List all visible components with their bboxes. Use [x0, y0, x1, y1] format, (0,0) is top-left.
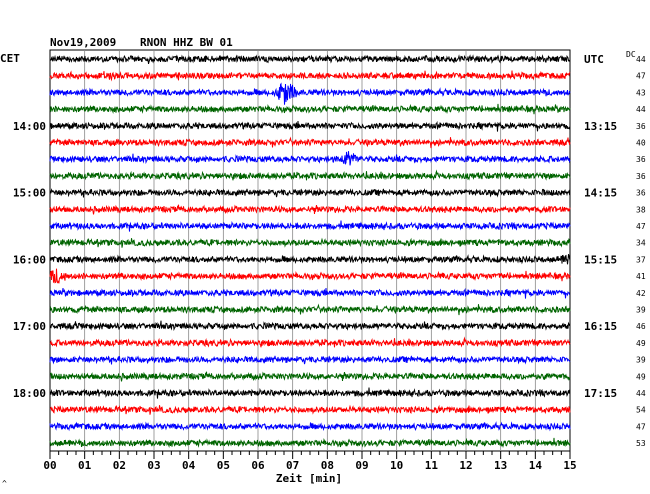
dc-value: 44: [636, 105, 646, 114]
x-tick-label: 10: [390, 459, 403, 472]
dc-value: 47: [636, 422, 646, 431]
dc-label: DC: [626, 50, 636, 59]
x-tick-label: 14: [529, 459, 543, 472]
seismic-trace: [49, 354, 571, 365]
seismic-trace: [49, 169, 571, 181]
seismic-trace: [49, 54, 571, 65]
seismic-trace: [49, 204, 571, 215]
seismic-trace: [49, 187, 571, 198]
dc-value: 40: [636, 139, 646, 148]
cet-label: CET: [0, 52, 20, 65]
station-title: RNON HHZ BW 01: [140, 36, 233, 49]
dc-value: 36: [636, 122, 646, 131]
x-tick-label: 01: [78, 459, 92, 472]
utc-hour-label: 15:15: [584, 253, 617, 266]
seismic-trace: [49, 103, 571, 115]
utc-hour-label: 14:15: [584, 187, 617, 200]
dc-value: 42: [636, 289, 646, 298]
x-axis: 00 01 02 03 04 05 06 07 08 09 10 11 12 13 14 15: [43, 451, 577, 472]
x-tick-label: 00: [43, 459, 56, 472]
seismic-trace: [49, 336, 571, 348]
dc-value: 34: [636, 239, 646, 248]
seismic-trace: [49, 120, 571, 132]
dc-value: 47: [636, 222, 646, 231]
cet-hour-label: 14:00: [13, 120, 46, 133]
dc-value: 53: [636, 439, 646, 448]
dc-value: 36: [636, 189, 646, 198]
traces: [49, 54, 571, 449]
left-hour-labels: 14:00 15:00 16:00 17:00 18:00: [13, 120, 46, 400]
dc-value: 54: [636, 406, 646, 415]
dc-value: 38: [636, 205, 646, 214]
seismic-trace: [49, 437, 571, 449]
utc-hour-label: 17:15: [584, 387, 617, 400]
x-tick-label: 04: [182, 459, 196, 472]
x-tick-label: 15: [563, 459, 576, 472]
x-tick-label: 02: [113, 459, 126, 472]
x-tick-label: 06: [251, 459, 265, 472]
seismic-trace: [49, 404, 571, 415]
cet-hour-label: 15:00: [13, 187, 46, 200]
utc-hour-label: 16:15: [584, 320, 617, 333]
x-tick-label: 12: [459, 459, 472, 472]
x-tick-label: 13: [494, 459, 507, 472]
seismic-trace: [49, 70, 571, 82]
corner-mark: ^: [2, 479, 7, 488]
cet-hour-label: 16:00: [13, 253, 46, 266]
dc-value: 43: [636, 88, 646, 97]
dc-value: 39: [636, 306, 646, 315]
dc-value: 46: [636, 322, 646, 331]
seismic-trace: [49, 254, 571, 265]
date-title: Nov19,2009: [50, 36, 116, 49]
seismic-trace: [49, 421, 571, 432]
seismic-trace: [49, 303, 571, 316]
seismic-trace: [49, 287, 571, 299]
seismic-trace: [49, 82, 571, 105]
seismic-trace: [49, 371, 571, 382]
seismic-trace: [49, 151, 571, 166]
seismic-trace: [49, 136, 571, 149]
x-tick-label: 11: [425, 459, 439, 472]
dc-value: 36: [636, 172, 646, 181]
dc-value: 44: [636, 389, 646, 398]
seismic-trace: [49, 220, 571, 232]
dc-value: 44: [636, 55, 646, 64]
utc-hour-label: UTC: [584, 53, 604, 66]
dc-values: 44 47 43 44 36 40 36 36 36 38 47 34 37 41 42 39 46 49 39 49…: [636, 55, 646, 448]
cet-hour-label: 17:00: [13, 320, 46, 333]
dc-value: 39: [636, 356, 646, 365]
dc-value: 41: [636, 272, 646, 281]
x-tick-label: 09: [355, 459, 368, 472]
seismic-trace: [49, 320, 571, 332]
x-tick-label: 07: [286, 459, 299, 472]
dc-value: 49: [636, 339, 646, 348]
dc-value: 49: [636, 372, 646, 381]
right-hour-labels: UTC 13:15 14:15 15:15 16:15 17:15: [584, 53, 617, 400]
x-tick-label: 08: [321, 459, 334, 472]
seismic-trace: [49, 387, 571, 399]
dc-value: 37: [636, 255, 646, 264]
x-axis-label: Zeit [min]: [276, 472, 342, 485]
dc-value: 36: [636, 155, 646, 164]
utc-hour-label: 13:15: [584, 120, 617, 133]
seismic-trace: [49, 268, 571, 284]
x-tick-label: 03: [147, 459, 160, 472]
cet-hour-label: 18:00: [13, 387, 46, 400]
x-tick-label: 05: [217, 459, 230, 472]
seismic-trace: [50, 237, 571, 248]
dc-value: 47: [636, 72, 646, 81]
